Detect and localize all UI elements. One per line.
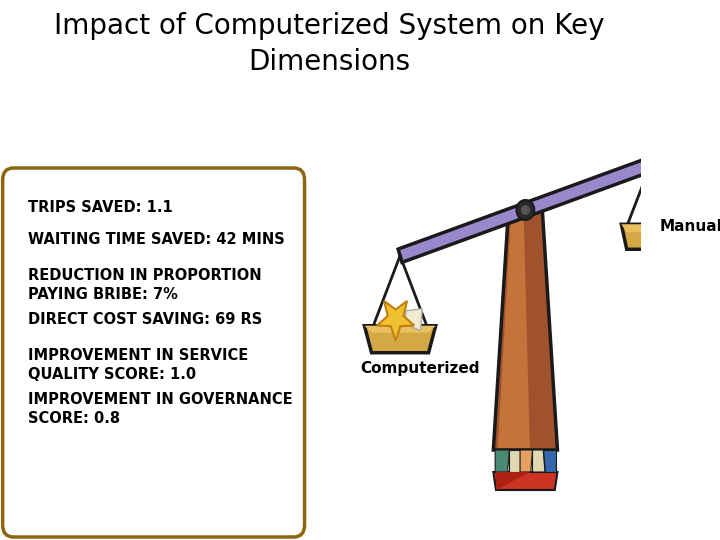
Polygon shape [405,309,423,330]
FancyBboxPatch shape [3,168,305,537]
Polygon shape [543,450,556,472]
Polygon shape [377,301,414,341]
Polygon shape [533,450,545,472]
Text: IMPROVEMENT IN SERVICE
QUALITY SCORE: 1.0: IMPROVEMENT IN SERVICE QUALITY SCORE: 1.… [27,348,248,382]
Text: TRIPS SAVED: 1.1: TRIPS SAVED: 1.1 [27,200,172,215]
Text: IMPROVEMENT IN GOVERNANCE
SCORE: 0.8: IMPROVEMENT IN GOVERNANCE SCORE: 0.8 [27,392,292,426]
Polygon shape [493,210,557,450]
Circle shape [521,205,530,215]
Polygon shape [398,158,652,262]
Polygon shape [364,326,436,333]
Polygon shape [364,326,436,353]
Text: DIRECT COST SAVING: 69 RS: DIRECT COST SAVING: 69 RS [27,312,262,327]
Text: Manual: Manual [660,219,720,234]
Polygon shape [498,212,530,448]
Text: REDUCTION IN PROPORTION
PAYING BRIBE: 7%: REDUCTION IN PROPORTION PAYING BRIBE: 7% [27,268,261,302]
Polygon shape [495,450,509,472]
Text: WAITING TIME SAVED: 42 MINS: WAITING TIME SAVED: 42 MINS [27,232,284,247]
Polygon shape [493,472,557,490]
Circle shape [516,200,534,220]
Polygon shape [520,450,533,472]
Polygon shape [621,224,680,232]
Polygon shape [621,224,680,249]
Polygon shape [509,450,520,472]
Text: Computerized: Computerized [360,361,480,376]
Text: Impact of Computerized System on Key
Dimensions: Impact of Computerized System on Key Dim… [54,12,605,76]
Polygon shape [496,472,530,490]
